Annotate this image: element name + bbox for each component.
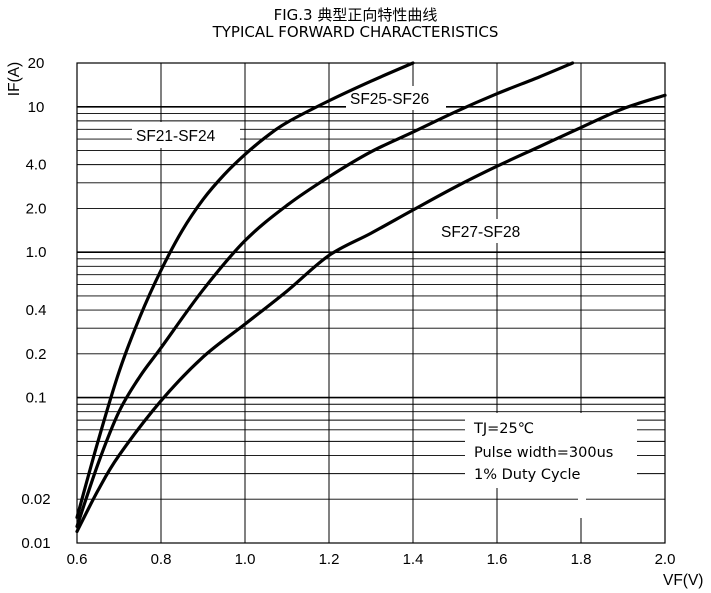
x-tick-label: 1.6 (487, 551, 508, 568)
y-tick-label: 0.4 (26, 302, 47, 319)
x-tick-label: 0.8 (151, 551, 172, 568)
series-label-sf25-sf26: SF25-SF26 (350, 91, 429, 108)
series-label-background (132, 122, 240, 148)
y-axis-label: IF(A) (6, 62, 23, 96)
x-axis-label: VF(V) (663, 572, 703, 589)
x-tick-label: 1.0 (235, 551, 256, 568)
y-tick-label: 0.1 (26, 390, 47, 407)
annotation-duty-cycle: 1% Duty Cycle (474, 467, 581, 483)
series-label-sf27-sf28: SF27-SF28 (441, 224, 520, 241)
y-tick-label: 10 (28, 99, 45, 116)
annotation-pulse-width: Pulse width=300us (474, 445, 613, 461)
x-tick-label: 2.0 (655, 551, 676, 568)
y-tick-label: 0.01 (21, 535, 50, 552)
series-line-sf25-sf26 (75, 61, 575, 529)
x-tick-label: 1.2 (319, 551, 340, 568)
series-line-sf21-sf24 (75, 61, 415, 519)
chart-subtitle: TYPICAL FORWARD CHARACTERISTICS (212, 23, 499, 41)
x-tick-label: 0.6 (67, 551, 88, 568)
y-tick-label: 20 (28, 55, 45, 72)
annotation-box (132, 86, 637, 518)
y-tick-label: 1.0 (26, 244, 47, 261)
plot-frame (76, 62, 666, 544)
y-tick-label: 0.02 (21, 491, 50, 508)
chart-title: FIG.3 典型正向特性曲线 (273, 6, 438, 24)
x-tick-label: 1.8 (571, 551, 592, 568)
series-line-sf27-sf28 (75, 93, 667, 534)
series-label-background (346, 86, 446, 110)
series-label-background (437, 219, 537, 243)
x-tick-label: 1.4 (403, 551, 424, 568)
tick-labels: 0.6 0.8 1.0 1.2 1.4 1.6 1.8 2.0 0.01 0.02 0.1 0.2 0.… (21, 55, 675, 568)
y-tick-label: 2.0 (26, 200, 47, 217)
curves (75, 61, 667, 534)
annotation-background (465, 413, 637, 488)
series-label-sf21-sf24: SF21-SF24 (136, 128, 216, 145)
y-tick-label: 0.2 (26, 346, 47, 363)
y-tick-label: 4.0 (26, 157, 47, 174)
annotation-background (578, 488, 586, 518)
annotation-temperature: TJ=25℃ (473, 421, 534, 437)
